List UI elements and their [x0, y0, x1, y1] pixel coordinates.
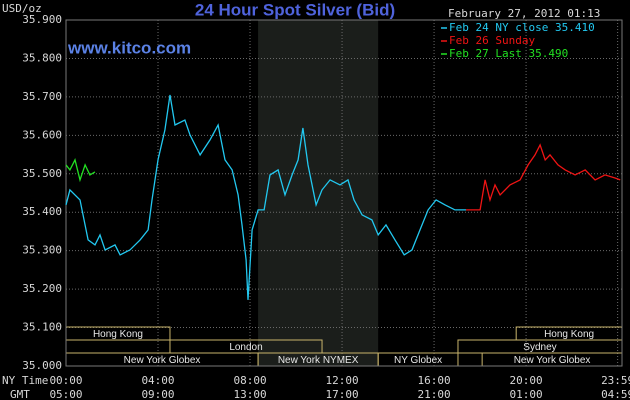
x-tick-label: 00:00: [49, 374, 82, 387]
y-tick-label: 35.600: [22, 128, 62, 141]
watermark: www.kitco.com: [67, 38, 191, 57]
y-tick-label: 35.000: [22, 359, 62, 372]
series-line: [65, 94, 466, 300]
x2-tick-label: 21:00: [417, 388, 450, 400]
legend-label: Feb 24 NY close 35.410: [449, 21, 595, 34]
plot-frame: [65, 19, 623, 367]
x-tick-label: 23:59: [601, 374, 630, 387]
series-line: [466, 143, 621, 211]
session-label: London: [229, 342, 262, 353]
y-tick-label: 35.900: [22, 13, 62, 26]
y-tick-label: 35.300: [22, 244, 62, 257]
x2-tick-label: 13:00: [233, 388, 266, 400]
y-tick-label: 35.500: [22, 167, 62, 180]
x-tick-label: 16:00: [417, 374, 450, 387]
x-tick-label: 12:00: [325, 374, 358, 387]
session-label: New York Globex: [124, 355, 201, 366]
x2-tick-label: 09:00: [141, 388, 174, 400]
x2-tick-label: 01:00: [510, 388, 543, 400]
x-tick-label: 04:00: [141, 374, 174, 387]
y-tick-label: 35.400: [22, 205, 62, 218]
x2-tick-label: 04:59: [601, 388, 630, 400]
x-tick-label: 08:00: [233, 374, 266, 387]
y-axis-label: USD/oz: [2, 2, 42, 15]
session-label: Sydney: [523, 342, 556, 353]
legend-label: Feb 27 Last 35.490: [449, 47, 568, 60]
x-tick-label: 20:00: [510, 374, 543, 387]
y-tick-label: 35.100: [22, 321, 62, 334]
session-label: NY Globex: [394, 355, 442, 366]
x2-tick-label: 17:00: [325, 388, 358, 400]
chart-title: 24 Hour Spot Silver (Bid): [195, 0, 395, 19]
y-tick-label: 35.200: [22, 282, 62, 295]
series-line: [65, 158, 96, 183]
legend-title: February 27, 2012 01:13: [448, 7, 600, 20]
session-label: New York Globex: [514, 355, 591, 366]
shaded-region: [258, 20, 379, 366]
y-tick-label: 35.700: [22, 90, 62, 103]
session-label: Hong Kong: [93, 329, 143, 340]
legend-label: Feb 26 Sunday: [449, 34, 535, 47]
x-axis-label: NY Time: [2, 374, 48, 387]
y-tick-label: 35.800: [22, 51, 62, 64]
session-label: New York NYMEX: [278, 355, 359, 366]
x2-axis-label: GMT: [10, 388, 30, 400]
session-label: Hong Kong: [544, 329, 594, 340]
x2-tick-label: 05:00: [49, 388, 82, 400]
